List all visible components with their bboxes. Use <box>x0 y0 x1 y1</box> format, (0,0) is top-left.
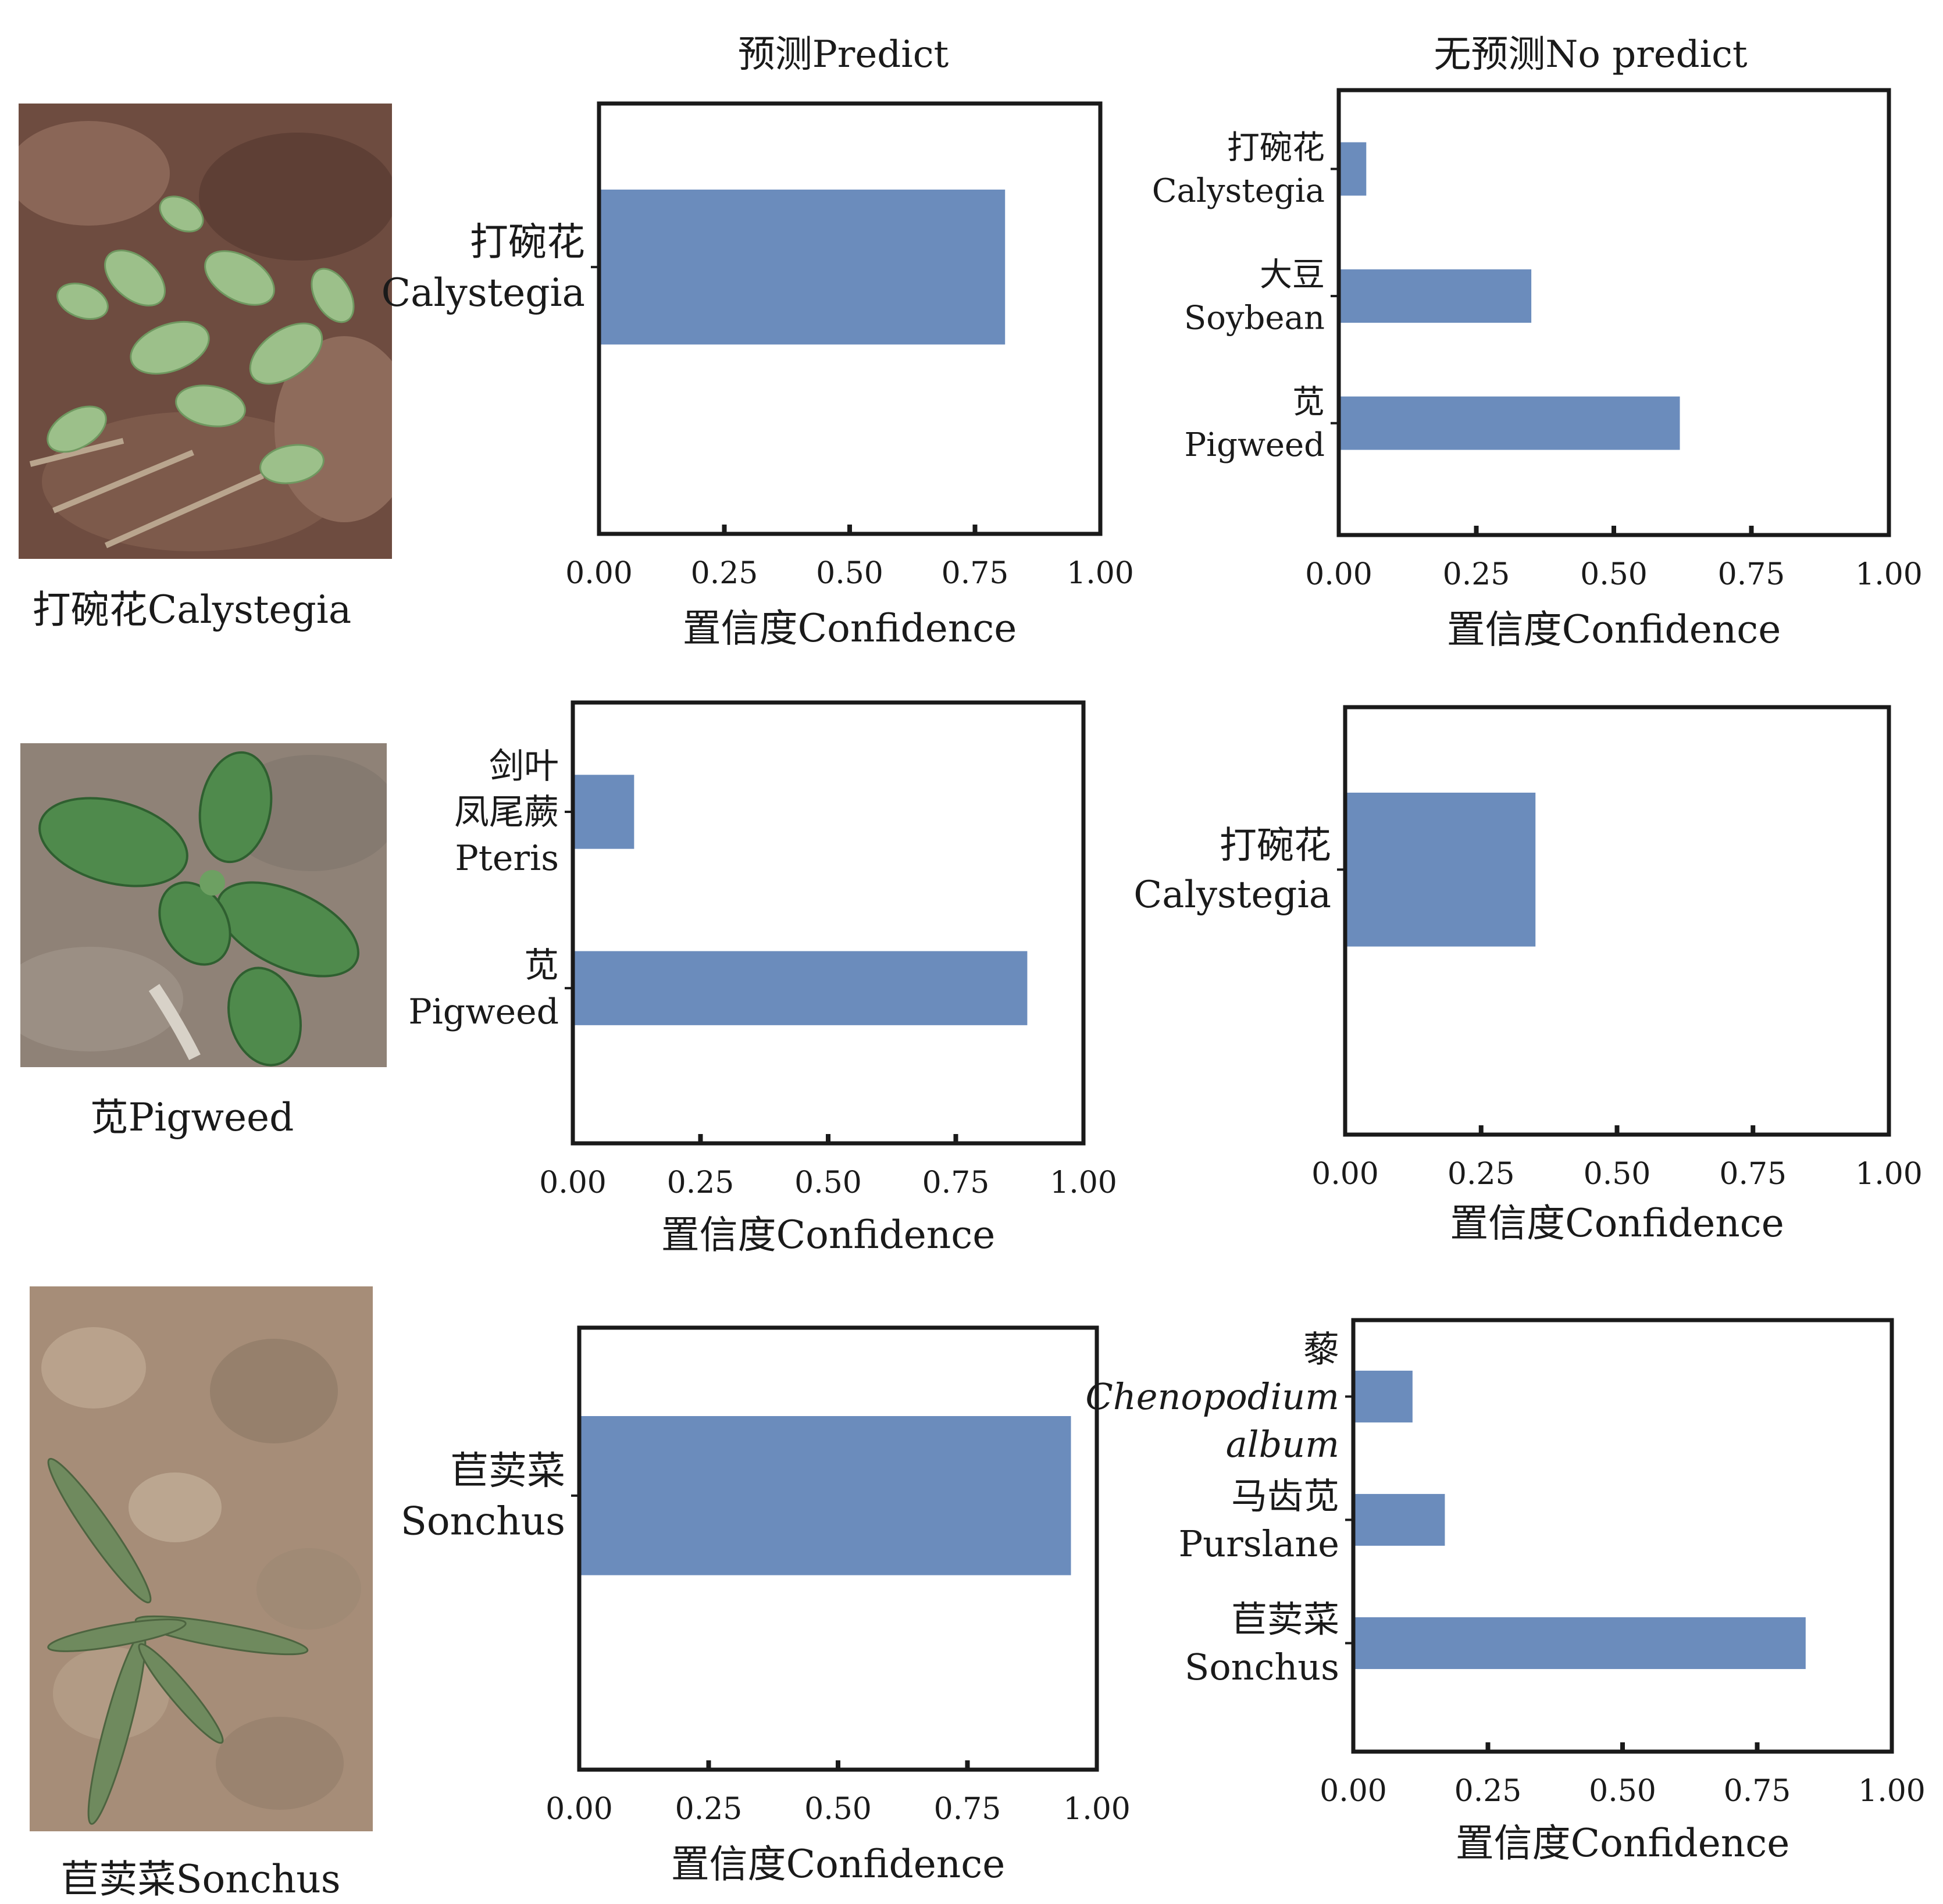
bar <box>575 775 634 849</box>
x-tick-label: 0.75 <box>1724 1774 1791 1809</box>
category-label: Sonchus <box>1185 1646 1339 1688</box>
category-label: 藜 <box>1303 1328 1339 1370</box>
category-label: Calystegia <box>382 270 585 315</box>
category-label: 苣荬菜 <box>450 1448 565 1493</box>
x-tick-label: 0.75 <box>1718 557 1785 592</box>
category-label: Sonchus <box>401 1499 565 1543</box>
x-tick-label: 0.75 <box>1719 1157 1787 1192</box>
x-tick-label: 0.00 <box>565 556 633 591</box>
x-tick-label: 0.25 <box>675 1792 743 1827</box>
x-tick-label: 0.50 <box>794 1165 862 1200</box>
x-tick-label: 1.00 <box>1063 1792 1131 1827</box>
sonchus-seedling-photo <box>30 1286 373 1831</box>
calystegia-caption: 打碗花Calystegia <box>32 587 352 632</box>
bar <box>1341 396 1680 450</box>
x-tick-label: 0.00 <box>1305 557 1372 592</box>
bar <box>1341 142 1367 196</box>
x-tick-label: 1.00 <box>1067 556 1134 591</box>
x-tick-label: 0.50 <box>1580 557 1648 592</box>
category-label: Calystegia <box>1133 873 1331 917</box>
x-axis-label: 置信度Confidence <box>671 1842 1006 1887</box>
no-predict-column-header: 无预测No predict <box>1434 33 1748 76</box>
x-tick-label: 0.75 <box>934 1792 1001 1827</box>
category-label: 大豆 <box>1260 256 1325 294</box>
x-tick-label: 0.50 <box>1589 1774 1656 1809</box>
x-tick-label: 0.50 <box>1584 1157 1651 1192</box>
x-tick-label: 0.50 <box>816 556 883 591</box>
x-tick-label: 0.50 <box>804 1792 872 1827</box>
x-tick-label: 0.75 <box>922 1165 990 1200</box>
category-label: 打碗花 <box>1227 129 1325 167</box>
x-axis-label: 置信度Confidence <box>683 606 1017 651</box>
category-label: 剑叶 <box>489 746 559 787</box>
x-tick-label: 0.25 <box>1443 557 1510 592</box>
category-label: 打碗花 <box>470 220 585 265</box>
category-label: Chenopodium <box>1085 1375 1339 1418</box>
x-tick-label: 0.25 <box>667 1165 735 1200</box>
category-label: Pigweed <box>408 992 559 1032</box>
category-label: Soybean <box>1184 299 1325 337</box>
category-label: album <box>1226 1423 1339 1466</box>
x-tick-label: 0.00 <box>1311 1157 1379 1192</box>
x-tick-label: 0.25 <box>1454 1774 1522 1809</box>
x-tick-label: 1.00 <box>1858 1774 1926 1809</box>
x-axis-label: 置信度Confidence <box>661 1213 996 1257</box>
x-tick-label: 1.00 <box>1855 557 1923 592</box>
x-axis-label: 置信度Confidence <box>1450 1201 1784 1246</box>
x-tick-label: 1.00 <box>1050 1165 1117 1200</box>
bar <box>601 190 1006 345</box>
x-tick-label: 0.25 <box>691 556 758 591</box>
x-tick-label: 0.00 <box>546 1792 613 1827</box>
bar <box>1347 793 1536 947</box>
bar <box>575 951 1028 1025</box>
x-axis-label: 置信度Confidence <box>1447 607 1781 652</box>
category-label: 凤尾蕨 <box>454 792 559 833</box>
bar <box>1341 269 1532 323</box>
category-label: 马齿苋 <box>1231 1475 1339 1517</box>
x-tick-label: 0.00 <box>539 1165 607 1200</box>
category-label: Pigweed <box>1185 426 1325 464</box>
plot-frame <box>571 700 1086 1146</box>
category-label: 苋 <box>524 946 559 986</box>
category-label: Calystegia <box>1152 172 1325 210</box>
calystegia-seedling-photo <box>19 104 392 559</box>
x-tick-label: 0.00 <box>1320 1774 1387 1809</box>
bar <box>1355 1370 1413 1422</box>
predict-column-header: 预测Predict <box>737 33 949 76</box>
bar <box>581 1416 1071 1575</box>
x-tick-label: 1.00 <box>1855 1157 1923 1192</box>
category-label: Purslane <box>1178 1523 1339 1565</box>
bar <box>1355 1617 1806 1669</box>
pigweed-seedling-photo <box>20 743 387 1067</box>
x-axis-label: 置信度Confidence <box>1456 1821 1790 1866</box>
category-label: 苣荬菜 <box>1231 1598 1339 1641</box>
category-label: 打碗花 <box>1220 824 1331 867</box>
pigweed-caption: 苋Pigweed <box>90 1095 294 1140</box>
category-label: Pteris <box>455 838 559 879</box>
x-tick-label: 0.25 <box>1448 1157 1515 1192</box>
category-label: 苋 <box>1292 383 1325 421</box>
x-tick-label: 0.75 <box>942 556 1009 591</box>
bar <box>1355 1493 1445 1546</box>
